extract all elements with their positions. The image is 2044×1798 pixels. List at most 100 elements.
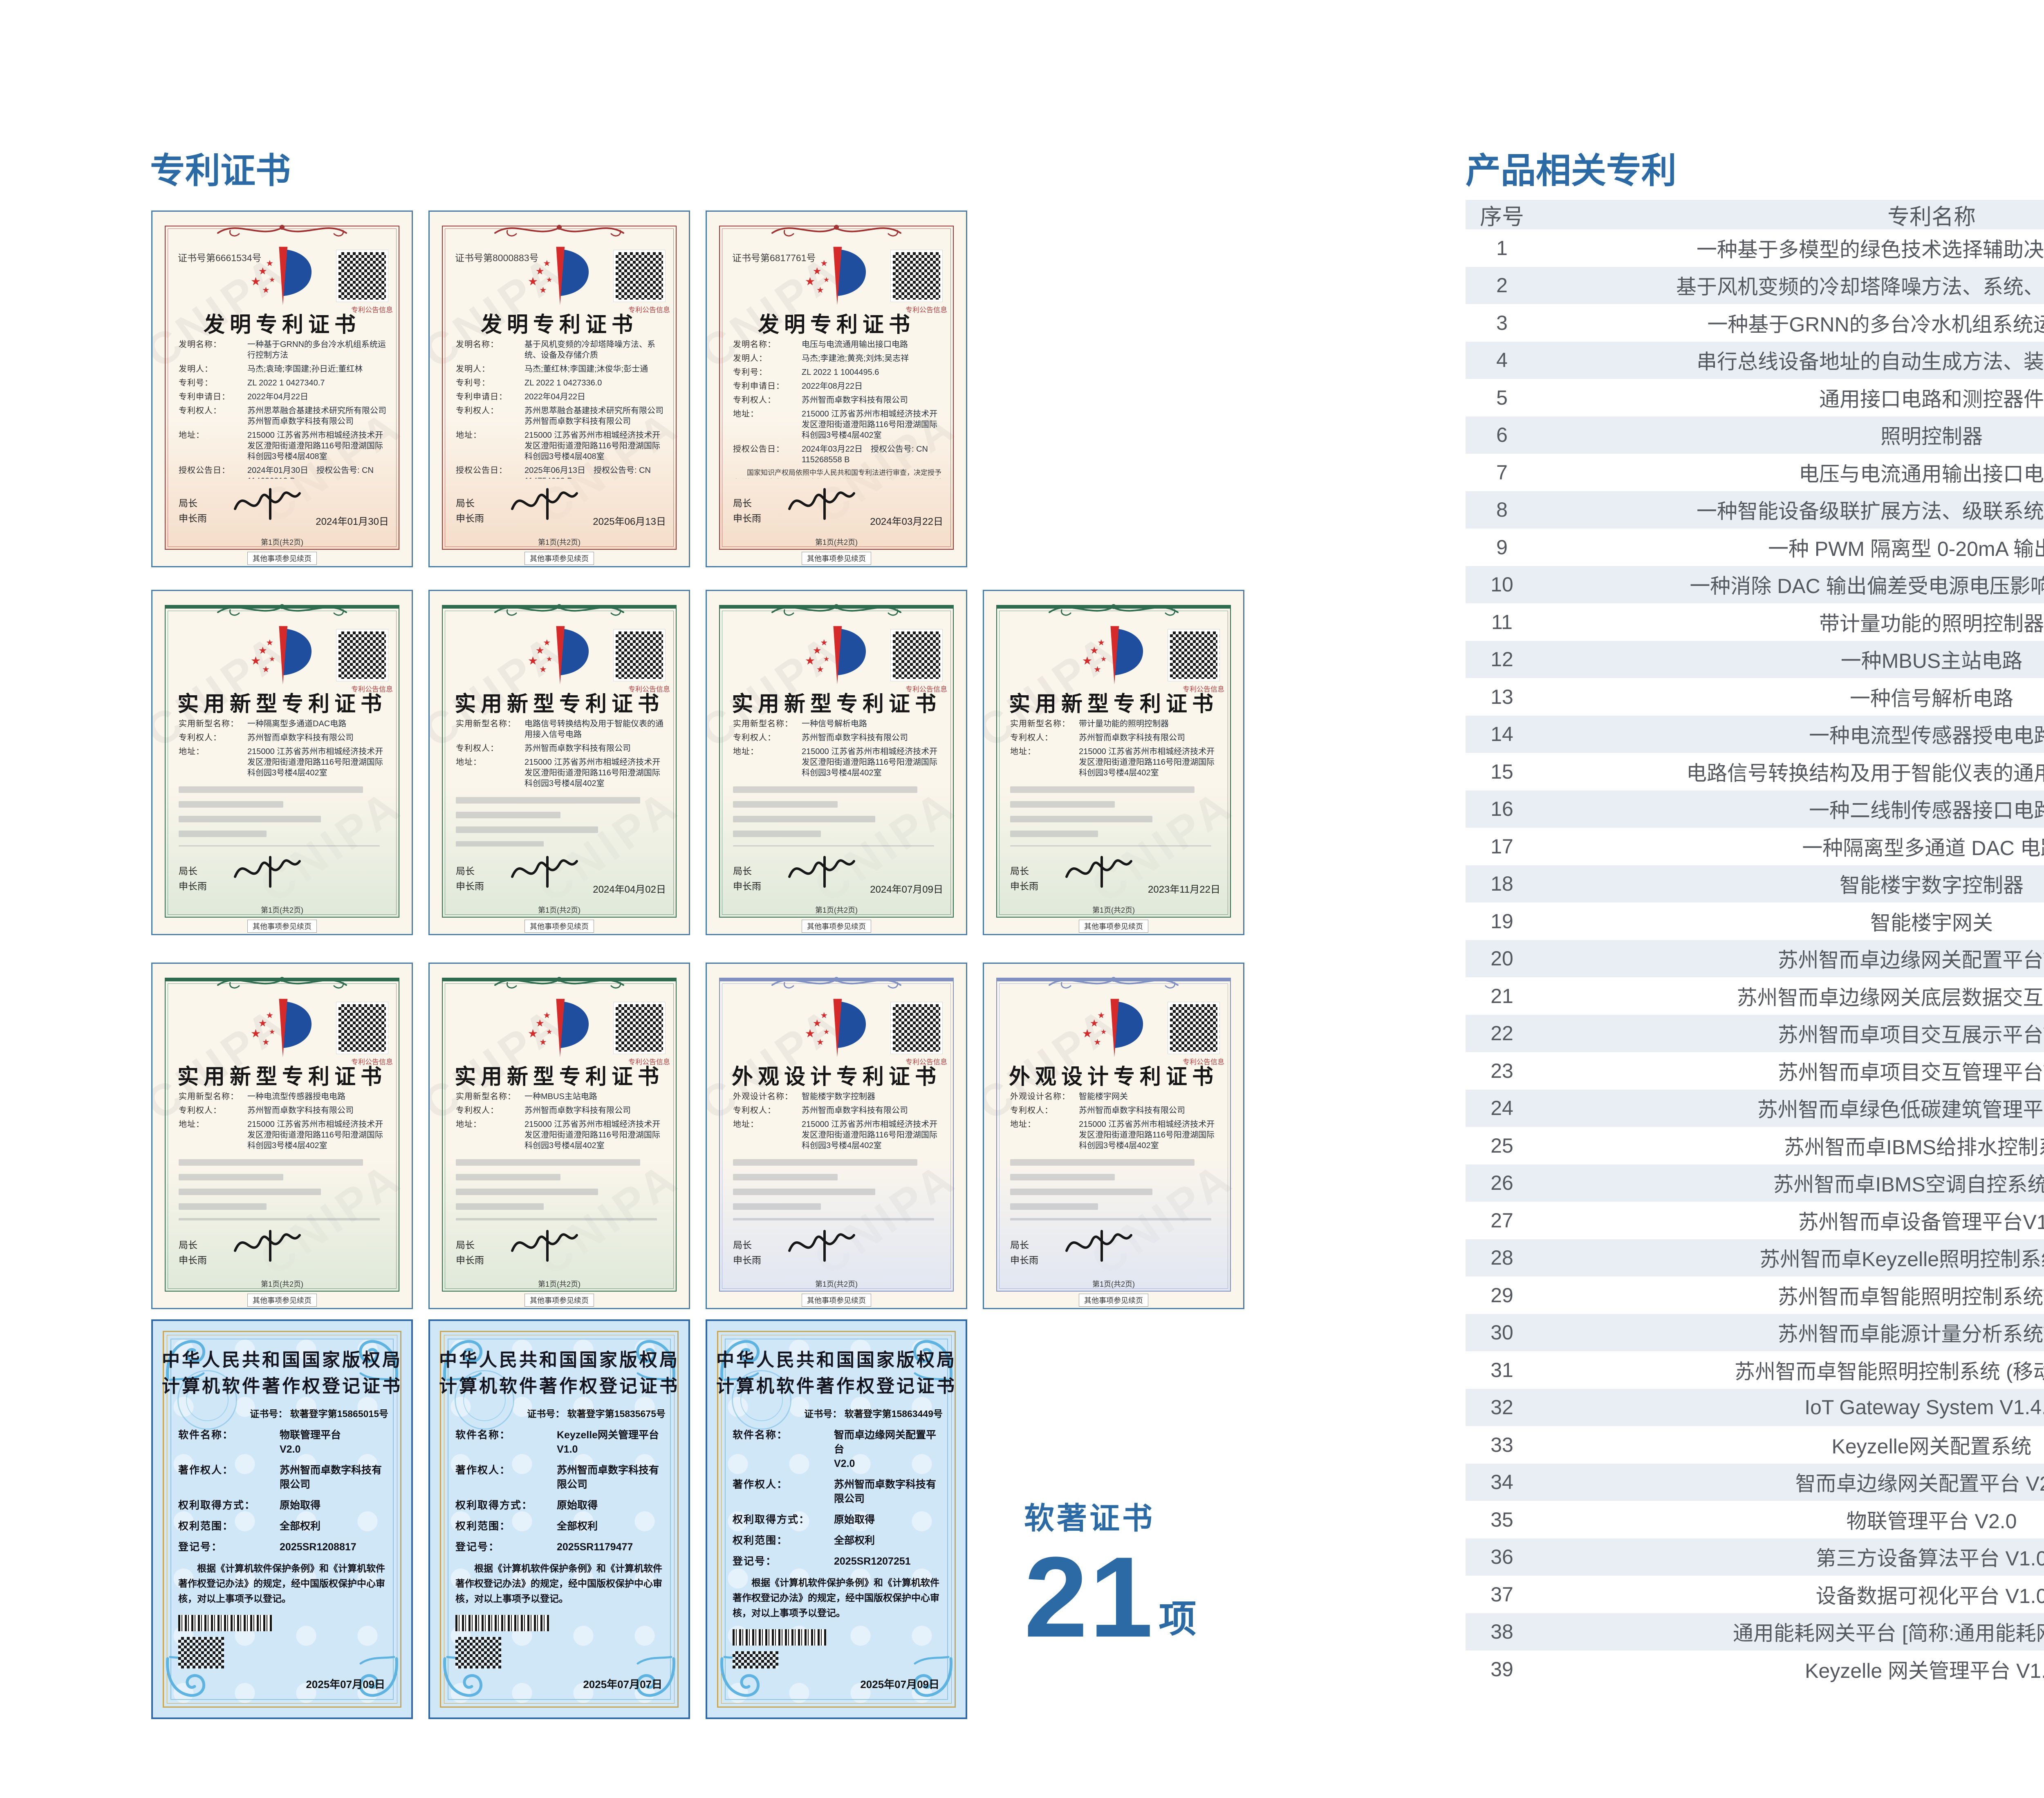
svg-text:★: ★ [528,654,538,667]
svg-text:★: ★ [269,1028,275,1036]
signature-block: 局长 申长雨 [179,488,301,526]
row-number: 38 [1490,1620,1513,1644]
fine-print-line [179,831,267,837]
continuation-note: 其他事项参见续页 [802,920,871,933]
svg-text:★: ★ [1082,654,1092,667]
certificate-date: 2025年07月07日 [583,1678,662,1691]
table-row: 25苏州智而卓IBMS给排水控制系统软著 [1466,1127,2044,1164]
fine-print-line [733,1174,838,1180]
signature-icon [511,488,578,520]
fine-print-line [733,1218,934,1220]
signature-block: 局长 申长雨 [179,1230,301,1268]
svg-text:★: ★ [539,1038,547,1047]
row-number: 36 [1490,1545,1513,1569]
corner-flourish-icon [359,1656,398,1697]
software-cert-summary: 软著证书 21 项 [1024,1494,1196,1655]
signer-title: 局长 [733,866,752,877]
certificate-field: 实用新型名称： 带计量功能的照明控制器 [1010,719,1169,728]
signature-block: 局长 申长雨 [179,856,301,894]
patent-name: 苏州智而卓IBMS空调自控系统V1.0 [1773,1173,2044,1196]
svg-text:★: ★ [528,275,538,288]
svg-text:★: ★ [823,1028,829,1036]
certificate-body: 软件名称： 智而卓边缘网关配置平台 V2.0 著作权人： 苏州智而卓数字科技有限公司权… [733,1428,943,1668]
table-row: 14一种电流型传感器授电电路实用新型 [1466,715,2044,753]
col-header-index: 序号 [1480,204,1524,229]
continuation-note: 其他事项参见续页 [802,1294,871,1307]
fine-print-line [1010,786,1195,793]
certificate-title: 实用新型专利证书 [454,1065,664,1089]
table-row: 13一种信号解析电路实用新型 [1466,678,2044,716]
qr-code-icon [336,1002,388,1054]
fine-print-line [456,1174,560,1180]
continuation-note: 其他事项参见续页 [247,552,317,565]
fine-print-line [179,845,380,846]
patent-name: 苏州智而卓能源计量分析系统V1.0 [1777,1323,2044,1346]
qr-code-icon [613,1002,666,1054]
certificate-field: 专利申请日： 2022年08月22日 [733,382,863,391]
signature-icon [1065,1230,1132,1262]
patent-name: 一种基于GRNN的多台冷水机组系统运行控制方法 [1707,313,2044,336]
certificate-body: 软件名称： 物联管理平台 V2.0 著作权人： 苏州智而卓数字科技有限公司 权利取得方式… [178,1428,388,1668]
patent-name: 苏州智而卓IBMS给排水控制系统 [1784,1135,2044,1159]
certificate-field: 专利权人： 苏州智而卓数字科技有限公司 [1010,1106,1185,1115]
signature-icon [788,1230,855,1262]
fine-print-line [1010,816,1153,822]
patent-name: 智能楼宇网关 [1870,911,1993,934]
ornament-flourish-icon [217,604,347,616]
certificate-body: 实用新型名称： 一种隔离型多通道DAC电路 专利权人： 苏州智而卓数字科技有限公司 地址… [179,719,388,846]
row-number: 10 [1490,573,1513,596]
cnipa-logo-icon: ★★★★★ [251,246,312,305]
row-number: 33 [1490,1433,1513,1456]
certificate-field: 实用新型名称： 一种MBUS主站电路 [456,1092,597,1101]
certificate-date: 2025年07月09日 [306,1678,385,1691]
svg-text:★: ★ [816,286,824,295]
table-row: 22苏州智而卓项目交互展示平台V1.0软著 [1466,1014,2044,1052]
svg-text:★: ★ [546,655,552,663]
table-row: 33Keyzelle网关配置系统软著 [1466,1426,2044,1464]
table-row: 15电路信号转换结构及用于智能仪表的通用接入信号电路实用新型 [1466,753,2044,790]
cnipa-logo-icon: ★★★★★ [528,999,589,1057]
certificate-field: 地址： 215000 江苏省苏州市相城经济技术开发区澄阳街道澄阳路116号阳澄湖国… [456,1120,661,1150]
certificate-field: 登记号： 2025SR1208817 [178,1541,356,1553]
page-indicator: 第1页(共2页) [538,538,580,546]
patent-name: 苏州智而卓项目交互管理平台V1.0 [1777,1061,2044,1084]
svg-text:★: ★ [543,1011,551,1020]
patent-name: 基于风机变频的冷却塔降噪方法、系统、设备及存储介质 [1676,275,2044,299]
svg-text:★: ★ [1090,645,1099,656]
certificate-number: 证书号第6661534号 [178,253,262,263]
row-number: 17 [1490,835,1513,858]
row-number: 16 [1490,797,1513,821]
qr-caption: 专利公告信息 [351,1058,393,1066]
patent-table: 序号 专利名称 专利类型 1一种基于多模型的绿色技术选择辅助决策方法和系统发明2… [1466,200,2044,1688]
certificate-number: 证书号第6817761号 [732,253,816,263]
certificate-field: 地址： 215000 江苏省苏州市相城经济技术开发区澄阳街道澄阳路116号阳澄湖国… [456,431,661,461]
continuation-note: 其他事项参见续页 [524,552,594,565]
continuation-note: 其他事项参见续页 [247,920,317,933]
svg-text:★: ★ [813,645,822,656]
row-number: 5 [1496,386,1508,409]
ornament-flourish-icon [1049,977,1179,989]
svg-text:★: ★ [1100,655,1107,663]
table-row: 28苏州智而卓Keyzelle照明控制系统V1.0软著 [1466,1239,2044,1276]
qr-code-icon [890,1002,943,1054]
certificate-field: 专利权人： 苏州智而卓数字科技有限公司 [179,1106,354,1115]
certificate-title: 中华人民共和国国家版权局 计算机软件著作权登记证书 [153,1347,411,1399]
certificate-frame [163,1331,401,1708]
signer-name: 申长雨 [456,881,484,892]
signature-block: 局长 申长雨 [1010,1230,1132,1268]
svg-text:★: ★ [1094,665,1101,674]
cert-row-utility-design: CNIPACNIPA★★★★★专利公告信息实用新型专利证书实用新型名称：一种电流… [151,963,1244,1309]
certificate-bottom-tint [166,782,399,917]
signer-name: 申长雨 [733,881,761,892]
svg-text:★: ★ [266,1011,274,1020]
row-number: 32 [1490,1396,1513,1419]
page-indicator: 第1页(共2页) [815,906,858,914]
qr-caption: 专利公告信息 [628,306,670,314]
patent-name: 带计量功能的照明控制器 [1819,612,2044,635]
fine-print-line [1010,1203,1098,1210]
